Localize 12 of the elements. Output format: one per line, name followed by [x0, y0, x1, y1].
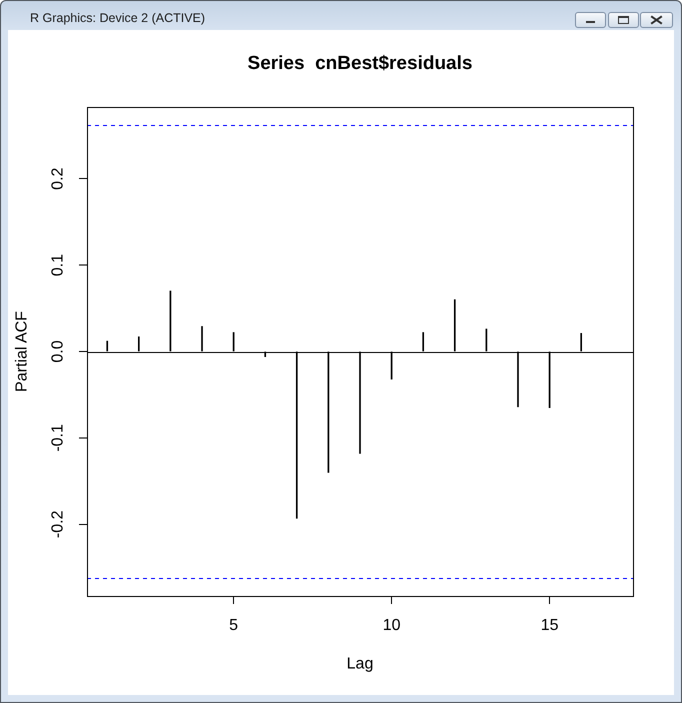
y-tick-label: 0.0 [50, 340, 67, 363]
y-tick-label: -0.1 [50, 424, 67, 452]
y-tick-label: -0.2 [50, 510, 67, 538]
x-tick-label: 5 [229, 617, 238, 634]
x-tick-label: 15 [540, 617, 559, 634]
x-axis-title: Lag [346, 655, 374, 672]
y-tick-label: 0.1 [50, 254, 67, 276]
chart-title: Series cnBest$residuals [248, 53, 472, 74]
y-tick-label: 0.2 [50, 167, 67, 190]
text: R Graphics: Device 2 (ACTIVE) [30, 11, 206, 25]
x-tick-label: 10 [382, 617, 401, 634]
y-axis-title: Partial ACF [13, 310, 30, 392]
